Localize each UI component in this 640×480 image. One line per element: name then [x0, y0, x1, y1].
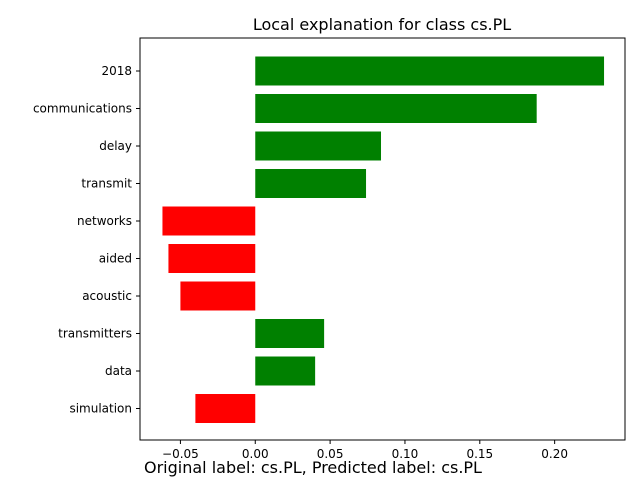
bar-transmit — [255, 169, 367, 198]
y-tick-label: aided — [99, 252, 132, 266]
bar-simulation — [195, 394, 256, 423]
bar-delay — [255, 131, 382, 161]
bars — [162, 56, 605, 423]
y-tick-label: delay — [99, 139, 132, 153]
bar-aided — [168, 244, 256, 273]
bar-transmitters — [255, 319, 325, 348]
x-tick-label: 0.10 — [392, 447, 419, 461]
y-tick-label: communications — [33, 102, 132, 116]
plot-frame — [139, 37, 626, 441]
y-tick-label: data — [105, 364, 132, 378]
x-tick-label: 0.05 — [317, 447, 344, 461]
bar-data — [255, 356, 316, 386]
y-tick-label: simulation — [69, 402, 132, 416]
bar-acoustic — [180, 281, 256, 311]
bar-networks — [162, 206, 256, 236]
y-tick-label: acoustic — [82, 289, 132, 303]
x-tick-label: 0.15 — [466, 447, 493, 461]
y-tick-labels: 2018 communications delay transmit networks a… — [33, 64, 140, 416]
prediction-caption: Original label: cs.PL, Predicted label: … — [144, 458, 482, 477]
x-ticks: −0.05 0.00 0.05 0.10 0.15 0.20 — [162, 440, 568, 461]
y-tick-label: transmitters — [58, 327, 132, 341]
x-tick-label: 0.20 — [541, 447, 568, 461]
y-tick-label: networks — [77, 214, 132, 228]
y-tick-label: 2018 — [101, 64, 132, 78]
bar-2018 — [255, 56, 605, 86]
x-tick-label: 0.00 — [242, 447, 269, 461]
bar-communications — [255, 94, 537, 123]
y-tick-label: transmit — [81, 177, 132, 191]
x-tick-label: −0.05 — [162, 447, 199, 461]
chart-title: Local explanation for class cs.PL — [253, 15, 511, 34]
